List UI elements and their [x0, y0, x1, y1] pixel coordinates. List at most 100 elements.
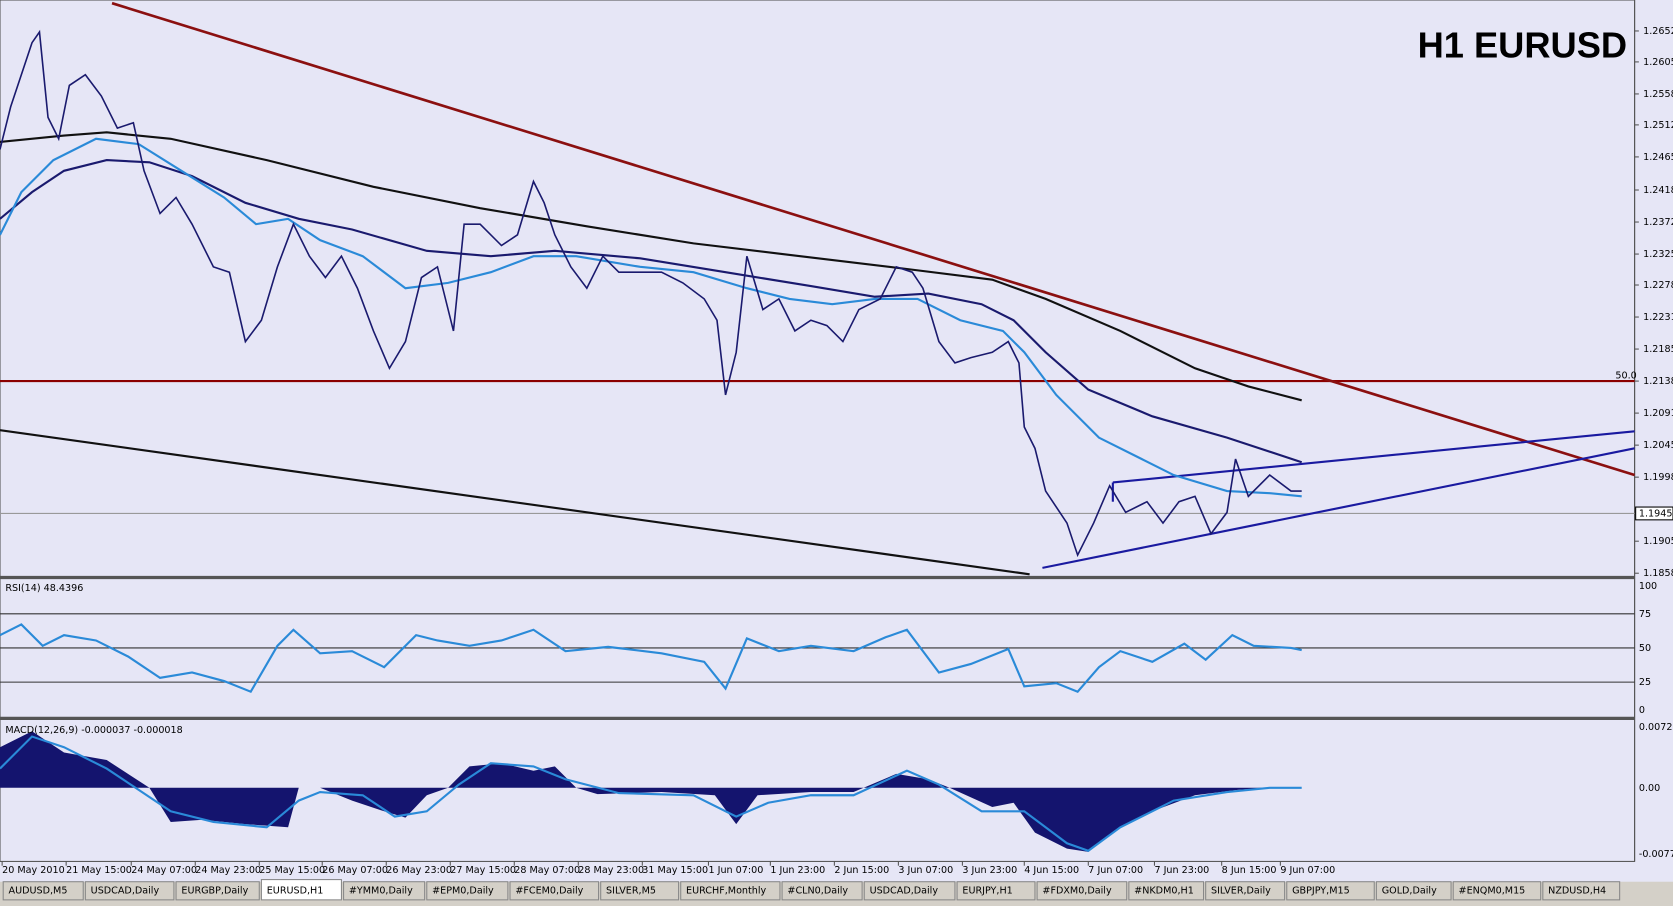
chart-bg — [0, 0, 1673, 882]
macd-axis-label: 0.00726 — [1639, 722, 1673, 733]
current-price: 1.19454 — [1639, 508, 1673, 519]
price-label: 1.21380 — [1643, 376, 1673, 387]
tab[interactable] — [343, 881, 426, 901]
fib-label: 50.0 — [1615, 371, 1636, 382]
tab-label[interactable]: #ENQM0,M15 — [1459, 885, 1526, 896]
price-label: 1.19980 — [1643, 472, 1673, 483]
price-label: 1.20910 — [1643, 408, 1673, 419]
time-label: 26 May 23:00 — [386, 865, 452, 876]
tab-label[interactable]: EURJPY,H1 — [962, 885, 1012, 896]
time-label: 3 Jun 23:00 — [962, 865, 1017, 876]
time-label: 27 May 15:00 — [450, 865, 516, 876]
price-badge — [1635, 506, 1673, 521]
price-label: 1.18580 — [1643, 568, 1673, 579]
tab-label[interactable]: #FDXM0,Daily — [1042, 885, 1112, 896]
tab-label[interactable]: EURCHF,Monthly — [686, 885, 766, 896]
tab[interactable] — [1286, 881, 1375, 901]
tab-label[interactable]: #EPM0,Daily — [432, 885, 494, 896]
trendline — [111, 1, 1635, 477]
price-label: 1.25580 — [1643, 89, 1673, 100]
tab[interactable] — [680, 881, 781, 901]
price-label: 1.19050 — [1643, 536, 1673, 547]
price-label: 1.26050 — [1643, 57, 1673, 68]
time-label: 3 Jun 07:00 — [898, 865, 953, 876]
tab[interactable] — [175, 881, 260, 901]
signal-line — [0, 735, 1302, 852]
time-label: 2 Jun 15:00 — [834, 865, 889, 876]
moving-average — [0, 131, 1302, 402]
tab-label[interactable]: EURUSD,H1 — [267, 885, 324, 896]
macd-axis-label: -0.00776 — [1639, 849, 1673, 860]
time-label: 20 May 2010 — [2, 865, 65, 876]
trendline — [0, 429, 1030, 576]
macd-axis-label: 0.00 — [1639, 783, 1660, 794]
rsi-axis-label: 50 — [1639, 643, 1651, 654]
time-label: 28 May 07:00 — [514, 865, 580, 876]
rsi-line — [0, 623, 1302, 694]
price-label: 1.20450 — [1643, 440, 1673, 451]
tab-label[interactable]: #CLN0,Daily — [787, 885, 848, 896]
tab-label[interactable]: GOLD,Daily — [1382, 885, 1437, 896]
macd-label: MACD(12,26,9) -0.000037 -0.000018 — [5, 725, 182, 736]
tab[interactable] — [1452, 881, 1542, 901]
tab-label[interactable]: GBPJPY,M15 — [1292, 885, 1350, 896]
chart-title: H1 EURUSD — [1418, 25, 1628, 66]
time-label: 24 May 07:00 — [131, 865, 197, 876]
tab[interactable] — [260, 879, 342, 901]
tab[interactable] — [1542, 881, 1621, 901]
tab-label[interactable]: #FCEM0,Daily — [515, 885, 583, 896]
price-label: 1.22310 — [1643, 312, 1673, 323]
time-label: 7 Jun 07:00 — [1088, 865, 1143, 876]
rsi-axis-label: 0 — [1639, 705, 1645, 716]
tab[interactable] — [863, 881, 956, 901]
tab-label[interactable]: USDCAD,Daily — [870, 885, 939, 896]
tab[interactable] — [600, 881, 680, 901]
price-label: 1.22780 — [1643, 280, 1673, 291]
time-label: 21 May 15:00 — [66, 865, 132, 876]
tab[interactable] — [1128, 881, 1205, 901]
price-label: 1.24180 — [1643, 185, 1673, 196]
tab[interactable] — [84, 881, 175, 901]
tab-label[interactable]: SILVER,Daily — [1211, 885, 1271, 896]
price-label: 1.26520 — [1643, 26, 1673, 37]
price-label: 1.23720 — [1643, 217, 1673, 228]
tab[interactable] — [781, 881, 863, 901]
time-label: 1 Jun 23:00 — [770, 865, 825, 876]
rsi-label: RSI(14) 48.4396 — [5, 583, 83, 594]
tab[interactable] — [1205, 881, 1286, 901]
time-label: 9 Jun 07:00 — [1280, 865, 1335, 876]
tab-label[interactable]: AUDUSD,M5 — [9, 885, 68, 896]
macd-histogram — [0, 731, 1302, 852]
moving-average — [0, 137, 1302, 498]
tab-label[interactable]: #NKDM0,H1 — [1134, 885, 1194, 896]
labels: 1.26520 1.26050 1.25580 1.25120 1.24650 1.241… — [1, 26, 1673, 901]
time-label: 8 Jun 15:00 — [1222, 865, 1277, 876]
time-label: 26 May 07:00 — [322, 865, 388, 876]
tab-label[interactable]: USDCAD,Daily — [91, 885, 160, 896]
rsi-axis-label: 100 — [1639, 581, 1657, 592]
tab-label[interactable]: EURGBP,Daily — [181, 885, 248, 896]
tab[interactable] — [426, 881, 509, 901]
tab-label[interactable]: SILVER,M5 — [606, 885, 656, 896]
time-label: 4 Jun 15:00 — [1024, 865, 1079, 876]
time-label: 1 Jun 07:00 — [708, 865, 763, 876]
price-series — [0, 29, 1302, 558]
trendline — [1042, 447, 1635, 569]
price-label: 1.24650 — [1643, 152, 1673, 163]
tab-label[interactable]: NZDUSD,H4 — [1548, 885, 1606, 896]
tab[interactable] — [956, 881, 1036, 901]
tab[interactable] — [509, 881, 600, 901]
time-label: 7 Jun 23:00 — [1154, 865, 1209, 876]
time-label: 31 May 15:00 — [642, 865, 708, 876]
tab[interactable] — [2, 881, 84, 901]
price-label: 1.23250 — [1643, 249, 1673, 260]
time-label: 25 May 15:00 — [259, 865, 325, 876]
time-label: 24 May 23:00 — [195, 865, 261, 876]
tab-label[interactable]: #YMM0,Daily — [349, 885, 413, 896]
tab[interactable] — [1036, 881, 1128, 901]
price-label: 1.25120 — [1643, 120, 1673, 131]
tab[interactable] — [1375, 881, 1452, 901]
rsi-axis-label: 75 — [1639, 609, 1651, 620]
